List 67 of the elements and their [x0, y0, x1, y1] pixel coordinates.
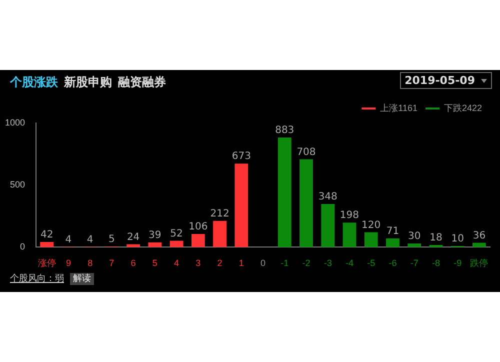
data-label: 71	[386, 226, 400, 237]
x-tick-label: 0	[260, 258, 266, 268]
data-label: 42	[40, 230, 54, 241]
data-label: 52	[170, 228, 183, 240]
bar	[126, 244, 140, 248]
data-label: 212	[210, 208, 230, 220]
bar	[278, 138, 292, 248]
data-label: 30	[408, 231, 421, 242]
x-tick-label: -1	[280, 258, 289, 268]
y-tick-label: 0	[20, 242, 26, 252]
data-label: 673	[232, 151, 251, 162]
x-tick-label: -9	[454, 258, 462, 268]
bar	[148, 242, 162, 248]
data-label: 106	[188, 222, 208, 233]
bar	[191, 234, 205, 248]
legend-label: 上涨1161	[380, 102, 418, 113]
bar	[170, 240, 184, 248]
bar	[300, 159, 313, 248]
x-tick-label: -5	[367, 258, 376, 268]
data-label: 708	[296, 146, 316, 158]
bar	[234, 164, 248, 248]
text: 2019-05-09	[404, 74, 475, 87]
bar	[213, 220, 226, 248]
data-label: 4	[65, 234, 72, 246]
text: 融资融券	[118, 75, 166, 89]
bar	[342, 222, 356, 248]
legend-label: 下跌2422	[444, 102, 482, 113]
data-label: 883	[275, 125, 294, 136]
bar	[40, 242, 54, 248]
bar	[321, 204, 335, 248]
x-tick-label: 6	[130, 258, 136, 268]
data-label: 4	[86, 234, 94, 246]
y-tick-label: 500	[10, 180, 26, 190]
x-tick-label: -8	[432, 258, 440, 268]
x-tick-label: -2	[302, 258, 310, 268]
x-tick-label: 2	[217, 258, 222, 268]
x-tick-label: 4	[174, 258, 180, 268]
text: 个股风向：弱	[10, 274, 64, 284]
x-tick-label: 8	[88, 258, 93, 268]
y-tick-label: 1000	[4, 117, 26, 128]
x-tick-label: -3	[324, 258, 332, 268]
text: 解读	[70, 273, 94, 285]
x-tick-label: 7	[109, 258, 114, 268]
x-tick-label: 5	[152, 258, 158, 268]
text: 新股申购	[64, 75, 112, 89]
x-tick-label: 涨停	[38, 258, 56, 268]
x-tick-label: 跌停	[470, 258, 488, 268]
data-label: 36	[472, 230, 486, 242]
data-label: 120	[362, 220, 381, 231]
data-label: 10	[451, 234, 464, 245]
data-label: 348	[318, 192, 338, 203]
bar	[472, 242, 486, 248]
chart-title: 个股涨跌	[10, 75, 58, 89]
data-label: 5	[108, 234, 115, 246]
bar	[364, 232, 378, 248]
data-label: 24	[126, 232, 140, 243]
bar	[408, 243, 422, 248]
data-label: 18	[430, 232, 442, 244]
x-tick-label: -7	[410, 258, 418, 268]
x-tick-label: -6	[388, 258, 397, 268]
x-tick-label: -4	[345, 258, 354, 268]
data-label: 39	[148, 230, 162, 241]
bar	[386, 238, 400, 248]
x-tick-label: 9	[66, 258, 71, 268]
x-tick-label: 3	[196, 258, 201, 268]
data-label: 198	[340, 210, 360, 222]
x-tick-label: 1	[238, 258, 244, 268]
